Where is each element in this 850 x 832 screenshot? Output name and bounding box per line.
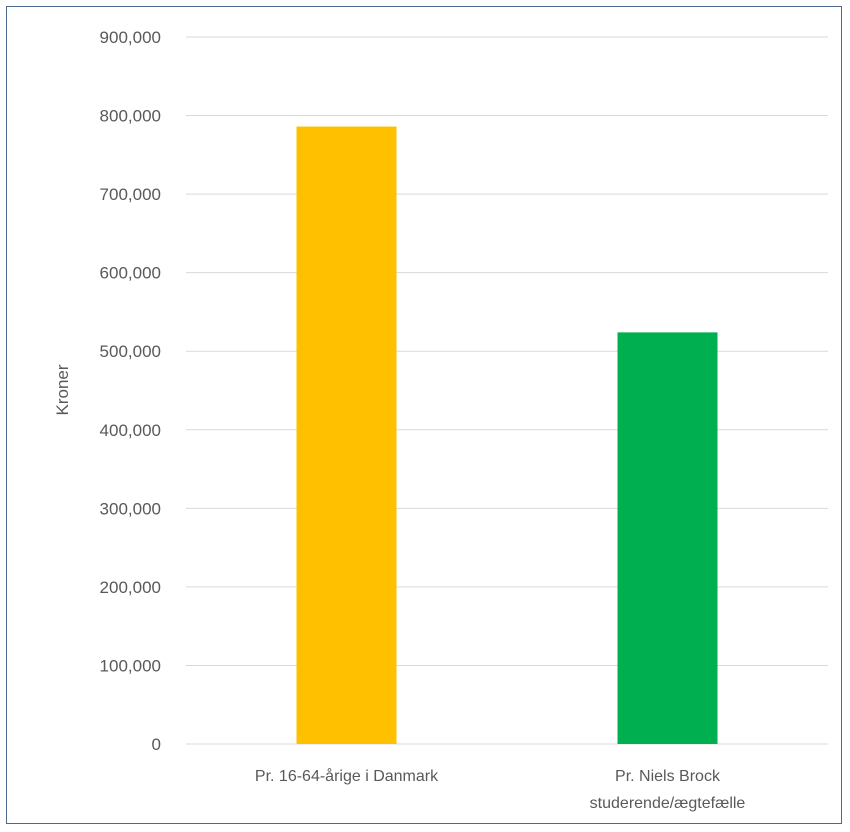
bars <box>296 126 718 744</box>
category-label: Pr. 16-64-årige i Danmark <box>255 767 439 785</box>
y-tick-label: 500,000 <box>100 342 161 361</box>
y-tick-labels: 0 100,000 200,000 300,000 400,000 500,000 600,… <box>100 28 161 754</box>
y-tick-label: 400,000 <box>100 421 161 440</box>
y-tick-label: 600,000 <box>100 264 161 283</box>
category-labels: Pr. 16-64-årige i Danmark Pr. Niels Brock… <box>255 767 746 812</box>
y-tick-label: 200,000 <box>100 578 161 597</box>
bar <box>296 126 397 744</box>
y-tick-label: 900,000 <box>100 28 161 47</box>
gridlines <box>186 36 828 745</box>
y-tick-label: 700,000 <box>100 185 161 204</box>
y-tick-label: 800,000 <box>100 107 161 126</box>
category-label: studerende/ægtefælle <box>590 795 746 812</box>
y-axis-label: Kroner <box>53 364 72 415</box>
y-tick-label: 100,000 <box>100 656 161 675</box>
y-tick-label: 0 <box>152 735 161 754</box>
y-tick-label: 300,000 <box>100 499 161 518</box>
category-label: Pr. Niels Brock <box>615 768 721 785</box>
bar <box>617 332 718 744</box>
